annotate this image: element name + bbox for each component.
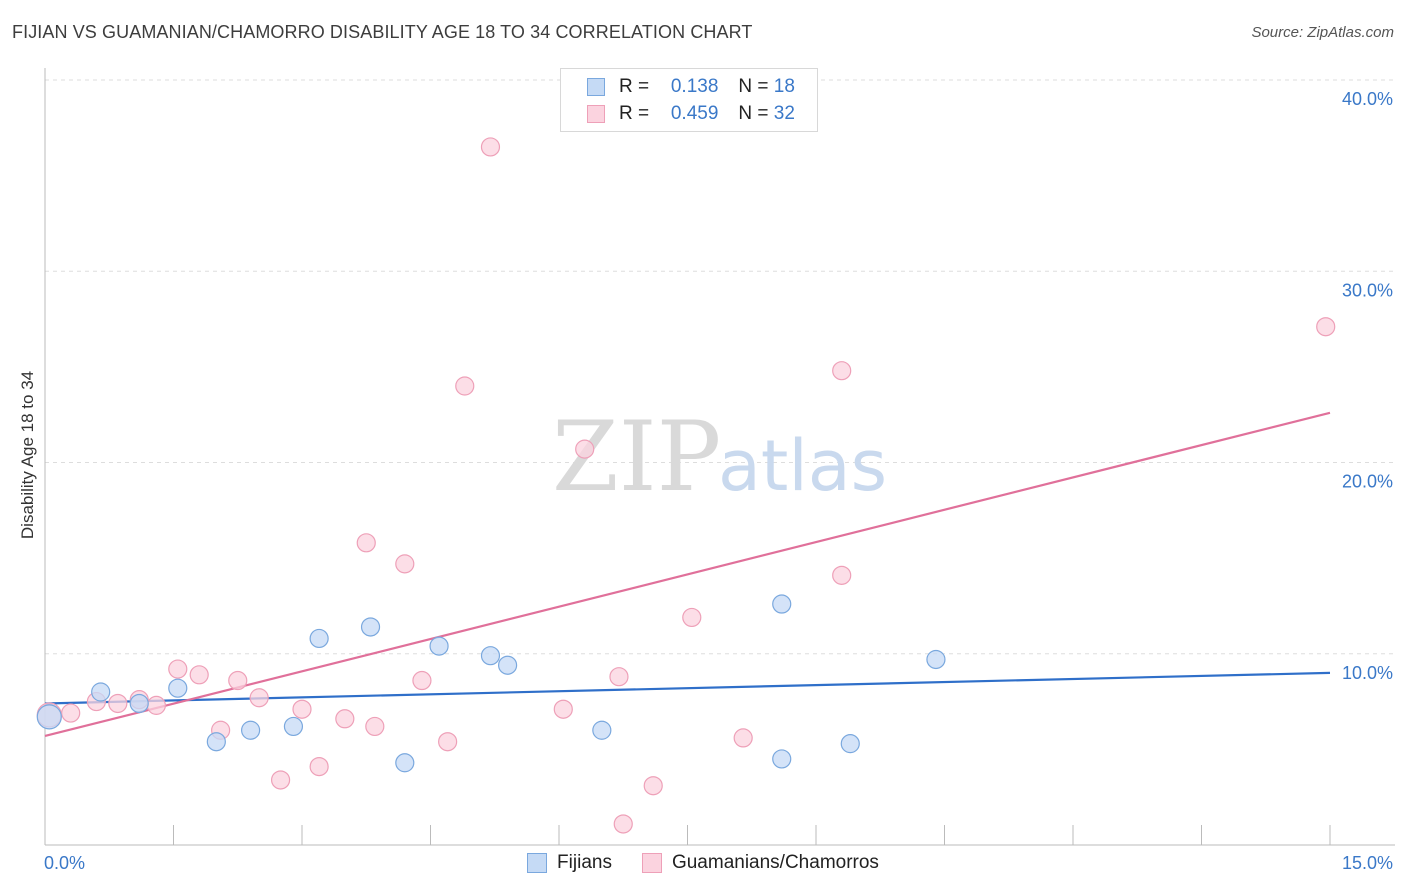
y-axis-title: Disability Age 18 to 34 <box>18 371 37 539</box>
fijians-point <box>480 646 501 666</box>
guam-point <box>395 554 415 574</box>
fijians-point <box>129 693 149 714</box>
fijians-point <box>283 716 304 737</box>
y-tick-label: 10.0% <box>1342 663 1393 683</box>
fijians-point <box>360 617 381 637</box>
legend-r-value: 0.138 <box>670 76 719 97</box>
watermark-atlas: atlas <box>718 425 887 507</box>
guam-point <box>189 665 209 685</box>
guam-point <box>1316 317 1336 337</box>
y-tick-label: 30.0% <box>1342 280 1393 300</box>
guam-point <box>832 565 852 585</box>
tick-labels: 10.0% 20.0% 30.0% 40.0% 0.0% 15.0% <box>44 89 1393 873</box>
fijians-swatch-icon <box>527 853 548 873</box>
watermark-zip: ZIP <box>552 401 721 513</box>
legend-r-label: R = <box>619 103 650 124</box>
guam-point <box>270 770 291 790</box>
chart-title: FIJIAN VS GUAMANIAN/CHAMORRO DISABILITY … <box>12 22 753 42</box>
guam-point <box>455 376 475 396</box>
guam-point <box>832 361 852 381</box>
guam-point <box>249 688 269 708</box>
fijians-swatch-icon <box>587 78 605 96</box>
legend-item-fijians[interactable]: Fijians <box>527 852 612 874</box>
y-tick-label: 20.0% <box>1342 472 1393 492</box>
guam-point <box>335 709 355 729</box>
fijians-point <box>168 678 188 698</box>
fijians-point <box>840 734 860 754</box>
guam-point <box>643 776 663 796</box>
guam-point <box>682 607 702 628</box>
guam-point <box>733 728 753 748</box>
guam-point <box>613 814 633 834</box>
stats-legend: R = 0.138 N = 18 R = 0.459 N = 32 <box>560 68 818 132</box>
source-label: Source: ZipAtlas.com <box>1251 24 1394 41</box>
y-tick-label: 40.0% <box>1342 89 1393 109</box>
guam-point <box>292 699 312 719</box>
guam-swatch-icon <box>587 105 605 123</box>
fijians-point <box>206 732 226 752</box>
guam-swatch-icon <box>641 853 662 873</box>
guam-point <box>146 695 166 715</box>
legend-row-fijians: R = 0.138 N = 18 <box>587 75 795 99</box>
legend-r-value: 0.459 <box>670 103 719 124</box>
guam-point <box>356 533 376 553</box>
legend-item-guamanians[interactable]: Guamanians/Chamorros <box>641 852 879 874</box>
watermark: ZIP atlas <box>552 401 887 513</box>
guam-point <box>438 732 458 752</box>
fijians-point <box>926 649 946 670</box>
x-tick-label: 15.0% <box>1342 853 1393 873</box>
fijians-point <box>241 720 261 740</box>
legend-r-label: R = <box>619 76 650 97</box>
guam-point <box>108 693 128 714</box>
guam-point <box>553 699 573 719</box>
guam-point <box>365 716 385 737</box>
legend-n-value: 32 <box>773 103 795 124</box>
legend-n-value: 18 <box>773 76 795 97</box>
guam-point <box>228 670 248 691</box>
series-legend: Fijians Guamanians/Chamorros <box>0 852 1406 874</box>
legend-label: Fijians <box>557 852 612 873</box>
guam-point <box>609 667 629 687</box>
guam-trend-line <box>44 411 1331 738</box>
legend-n-label: N = <box>738 76 769 97</box>
fijians-point <box>592 720 612 740</box>
guam-point <box>61 703 81 723</box>
axes <box>44 68 1395 846</box>
fijians-point <box>429 636 449 656</box>
fijians-point <box>772 749 792 769</box>
legend-label: Guamanians/Chamorros <box>671 852 879 873</box>
fijians-point <box>36 704 62 730</box>
fijians-point <box>498 655 518 675</box>
fijians-point <box>309 628 329 649</box>
guam-point <box>412 670 432 691</box>
legend-row-guam: R = 0.459 N = 32 <box>587 102 795 126</box>
guam-point <box>480 137 501 157</box>
fijians-point <box>772 594 792 614</box>
grid <box>45 79 1395 655</box>
data-points <box>36 137 1336 834</box>
guam-point <box>309 756 329 777</box>
guam-point <box>168 659 188 679</box>
fijians-point <box>395 753 415 773</box>
legend-n-label: N = <box>738 103 769 124</box>
guam-point <box>575 439 595 459</box>
x-tick-label: 0.0% <box>44 853 85 873</box>
fijians-point <box>91 682 111 702</box>
